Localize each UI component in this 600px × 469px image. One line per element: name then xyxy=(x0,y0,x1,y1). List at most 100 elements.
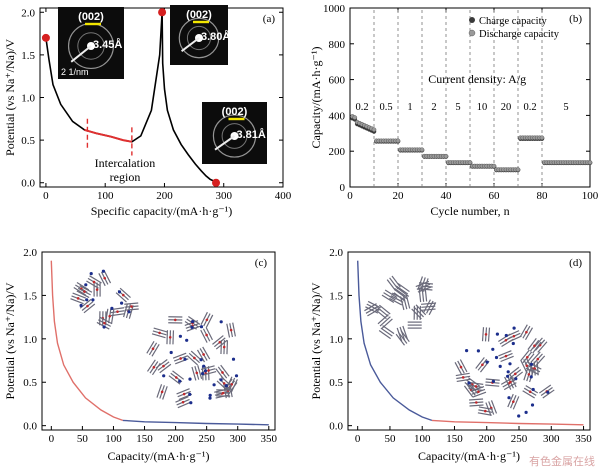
graphene-layer xyxy=(200,311,208,325)
pore-na xyxy=(495,332,499,336)
carbon-layer-stack xyxy=(124,302,139,311)
rate-label: 0.2 xyxy=(355,102,368,113)
intercalated-na xyxy=(175,376,178,379)
pore-na xyxy=(514,377,518,381)
graphene-layer xyxy=(537,341,548,353)
intercalated-na xyxy=(511,400,515,404)
pore-na xyxy=(531,387,535,392)
intercalated-na xyxy=(152,365,156,369)
graphene-layer xyxy=(402,325,408,340)
graphene-layer xyxy=(197,365,203,379)
carbon-layer-stack xyxy=(395,330,410,346)
pore-na xyxy=(91,298,95,302)
curve-slope xyxy=(357,260,433,422)
carbon-layer-stack xyxy=(200,327,213,343)
graphene-layer xyxy=(455,372,470,377)
intercalated-na xyxy=(229,328,233,332)
graphene-layer xyxy=(188,316,201,325)
graphene-layer xyxy=(418,282,433,285)
d-spacing-label: 3.80Å xyxy=(201,30,230,43)
y-tick-label: 1.5 xyxy=(23,290,37,302)
graphene-layer xyxy=(394,287,407,297)
intercalated-na xyxy=(533,344,536,348)
saed-inset: (002) 3.81Å xyxy=(202,102,267,164)
x-tick-label: 80 xyxy=(537,190,549,202)
carbon-layer-stack xyxy=(216,389,231,397)
panel-label: (d) xyxy=(569,257,582,269)
pore-na xyxy=(219,320,223,324)
carbon-layer-stack xyxy=(146,340,160,357)
y-tick-label: 1.0 xyxy=(329,334,343,346)
graphene-layer xyxy=(421,305,436,308)
carbon-layer-stack xyxy=(530,351,546,367)
scale-bar-label: 2 1/nm xyxy=(61,67,89,77)
diffraction-ring xyxy=(178,17,220,59)
graphene-layer xyxy=(86,280,99,289)
graphene-layer xyxy=(391,292,405,301)
intercalated-na xyxy=(168,335,172,339)
graphene-layer xyxy=(512,396,520,410)
y-tick-label: 1.0 xyxy=(23,334,37,346)
y-axis-label: Potential (vs Na⁺/Na)/V xyxy=(3,282,17,399)
pore-na xyxy=(491,379,495,383)
graphene-layer xyxy=(177,401,191,409)
graphene-layer xyxy=(539,384,552,394)
legend: Charge capacity Discharge capacity xyxy=(468,16,560,40)
intercalated-na xyxy=(474,401,478,404)
graphene-layer xyxy=(524,353,535,366)
graphene-layer xyxy=(522,390,535,399)
graphene-layer xyxy=(520,349,530,362)
pore-na xyxy=(178,379,182,383)
x-tick-label: 200 xyxy=(478,433,495,445)
graphene-layer xyxy=(468,381,479,394)
graphene-layer xyxy=(381,294,395,304)
carbon-layer-stack xyxy=(498,350,514,363)
data-point xyxy=(491,163,497,169)
diffraction-ring xyxy=(212,114,257,158)
graphene-layer xyxy=(156,384,163,398)
pore-na xyxy=(512,326,516,330)
graphene-layer xyxy=(70,298,84,305)
y-tick-label: 0.5 xyxy=(23,377,37,389)
y-tick-label: 1.5 xyxy=(329,290,343,302)
intercalated-na xyxy=(160,390,164,394)
y-axis-label: Potential (vs Na⁺/Na)/V xyxy=(3,39,17,156)
pore-na xyxy=(208,393,212,397)
beam-stop xyxy=(70,45,92,63)
graphene-layer xyxy=(73,287,86,296)
pore-na xyxy=(201,372,205,376)
annotation-line1: Intercalation xyxy=(95,156,156,170)
graphene-layer xyxy=(151,333,166,339)
carbon-layer-stack xyxy=(378,325,395,340)
carbon-layer-stack xyxy=(70,292,86,305)
intercalated-na xyxy=(536,357,540,361)
graphene-layer xyxy=(168,375,181,385)
graphene-layer xyxy=(386,279,397,292)
graphene-layer xyxy=(511,371,524,382)
graphene-layer xyxy=(367,300,381,309)
carbon-layer-stack xyxy=(375,304,391,320)
intercalated-na xyxy=(459,365,463,369)
graphene-layer xyxy=(490,400,498,414)
pore-na xyxy=(506,370,510,374)
rate-label: 20 xyxy=(501,102,512,113)
pore-na xyxy=(85,298,89,302)
graphene-layer xyxy=(146,340,155,354)
intercalated-na xyxy=(218,340,222,344)
legend-label-discharge: Discharge capacity xyxy=(479,29,560,40)
pore-na xyxy=(234,374,239,378)
carbon-layer-stack xyxy=(418,282,433,291)
intercalated-na xyxy=(158,331,161,335)
graphene-layer xyxy=(115,292,127,303)
graphene-layer xyxy=(220,364,230,377)
carbon-layer-stack xyxy=(377,314,393,329)
graphene-layer xyxy=(469,398,484,401)
graphene-layer xyxy=(481,327,485,342)
graphene-layer xyxy=(155,359,168,369)
legend-marker-charge xyxy=(469,17,475,23)
graphene-layer xyxy=(418,288,433,291)
graphene-layer xyxy=(463,385,474,398)
graphene-layer xyxy=(382,325,395,335)
graphene-layer xyxy=(89,275,102,284)
intercalated-na xyxy=(481,363,484,367)
